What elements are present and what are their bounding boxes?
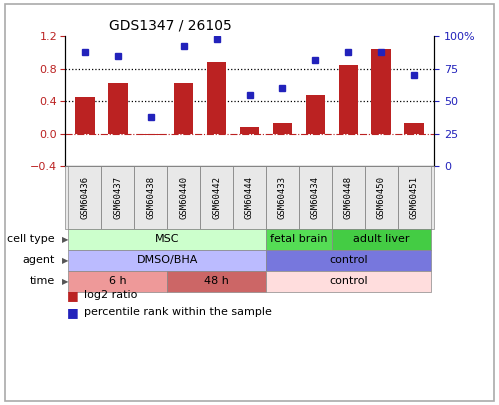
Bar [405, 123, 424, 134]
Text: fetal brain: fetal brain [270, 234, 328, 244]
Text: GSM60438: GSM60438 [146, 176, 155, 219]
Text: GSM60448: GSM60448 [344, 176, 353, 219]
Text: percentile rank within the sample: percentile rank within the sample [84, 307, 272, 317]
Text: GDS1347 / 26105: GDS1347 / 26105 [109, 19, 232, 32]
Bar [174, 83, 194, 134]
Text: ▶: ▶ [62, 256, 69, 265]
Text: control: control [329, 256, 368, 265]
Text: control: control [329, 277, 368, 286]
Text: 48 h: 48 h [204, 277, 229, 286]
Text: GSM60442: GSM60442 [212, 176, 221, 219]
Text: GSM60433: GSM60433 [278, 176, 287, 219]
Text: GSM60444: GSM60444 [245, 176, 254, 219]
Text: DMSO/BHA: DMSO/BHA [136, 256, 198, 265]
Text: GSM60434: GSM60434 [311, 176, 320, 219]
Text: ■: ■ [67, 289, 79, 302]
Text: GSM60436: GSM60436 [80, 176, 89, 219]
Text: log2 ratio: log2 ratio [84, 290, 137, 300]
Text: ▶: ▶ [62, 277, 69, 286]
Text: time: time [29, 277, 55, 286]
Text: agent: agent [22, 256, 55, 265]
Text: ▶: ▶ [62, 235, 69, 244]
Text: 6 h: 6 h [109, 277, 126, 286]
Bar [338, 65, 358, 134]
Bar [240, 127, 259, 134]
Text: cell type: cell type [7, 234, 55, 244]
Bar [305, 95, 325, 134]
Text: GSM60440: GSM60440 [179, 176, 188, 219]
Bar [371, 49, 391, 134]
Bar [141, 134, 161, 135]
Text: GSM60451: GSM60451 [410, 176, 419, 219]
Bar [108, 83, 128, 134]
Text: GSM60450: GSM60450 [377, 176, 386, 219]
Bar [207, 62, 227, 134]
Text: GSM60437: GSM60437 [113, 176, 122, 219]
Text: ■: ■ [67, 306, 79, 319]
Bar [75, 97, 94, 134]
Text: adult liver: adult liver [353, 234, 410, 244]
Text: MSC: MSC [155, 234, 179, 244]
Bar [272, 123, 292, 134]
